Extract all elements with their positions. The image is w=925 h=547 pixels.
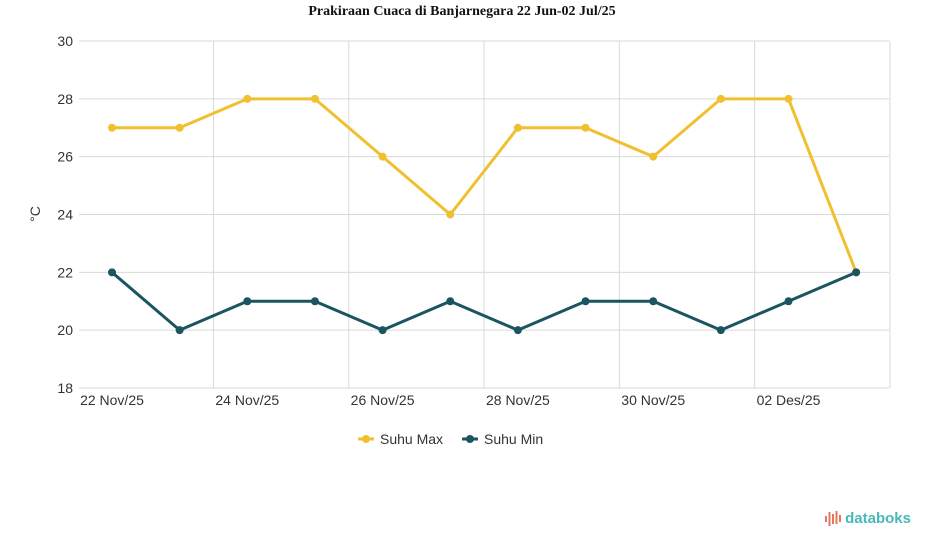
data-point[interactable] (446, 297, 455, 306)
legend-item[interactable]: Suhu Min (462, 431, 543, 447)
databoks-brand: databoks (824, 509, 911, 527)
y-axis: 18 20 22 24 26 28 30 (57, 33, 73, 396)
series-suhu-max (108, 94, 861, 277)
series-line (112, 97, 858, 273)
data-point[interactable] (310, 94, 319, 103)
data-point[interactable] (852, 268, 861, 277)
data-point[interactable] (784, 297, 793, 306)
legend-label: Suhu Max (380, 431, 443, 447)
data-point[interactable] (310, 297, 319, 306)
x-tick-label: 02 Des/25 (757, 392, 821, 408)
brand-name: databoks (845, 509, 911, 527)
grid (79, 40, 891, 389)
legend-swatch-marker (466, 435, 474, 443)
data-point[interactable] (378, 326, 387, 335)
x-tick-label: 28 Nov/25 (486, 392, 550, 408)
data-point[interactable] (378, 152, 387, 161)
y-tick-label: 28 (57, 91, 73, 107)
x-tick-label: 30 Nov/25 (621, 392, 685, 408)
data-point[interactable] (649, 297, 658, 306)
series-line (111, 270, 857, 332)
series-layer (108, 94, 861, 335)
data-point[interactable] (243, 297, 252, 306)
legend: Suhu Max Suhu Min (358, 431, 543, 447)
y-tick-label: 24 (57, 207, 73, 223)
databoks-logo-icon (825, 511, 842, 526)
data-point[interactable] (243, 94, 252, 103)
y-tick-label: 18 (57, 380, 73, 396)
legend-item[interactable]: Suhu Max (358, 431, 443, 447)
chart-title: Prakiraan Cuaca di Banjarnegara 22 Jun-0… (308, 4, 615, 19)
y-tick-label: 22 (57, 264, 73, 280)
data-point[interactable] (108, 123, 116, 132)
x-tick-label: 22 Nov/25 (80, 392, 144, 408)
data-point[interactable] (446, 210, 455, 219)
x-axis: 22 Nov/25 24 Nov/25 26 Nov/25 28 Nov/25 30 N… (80, 392, 821, 408)
x-tick-label: 26 Nov/25 (351, 392, 415, 408)
legend-label: Suhu Min (484, 431, 543, 447)
data-point[interactable] (581, 297, 590, 306)
data-point[interactable] (581, 123, 590, 132)
data-point[interactable] (175, 326, 184, 335)
y-tick-label: 20 (57, 322, 73, 338)
y-tick-label: 26 (57, 149, 73, 165)
data-point[interactable] (175, 123, 184, 132)
data-point[interactable] (513, 326, 522, 335)
data-point[interactable] (716, 326, 725, 335)
x-tick-label: 24 Nov/25 (215, 392, 279, 408)
y-axis-label: °C (27, 206, 43, 222)
y-tick-label: 30 (57, 33, 73, 49)
legend-swatch-marker (362, 435, 370, 443)
data-point[interactable] (649, 152, 658, 161)
data-point[interactable] (784, 94, 793, 103)
series-suhu-min (108, 268, 861, 335)
data-point[interactable] (716, 94, 725, 103)
data-point[interactable] (513, 123, 522, 132)
data-point[interactable] (108, 268, 116, 277)
